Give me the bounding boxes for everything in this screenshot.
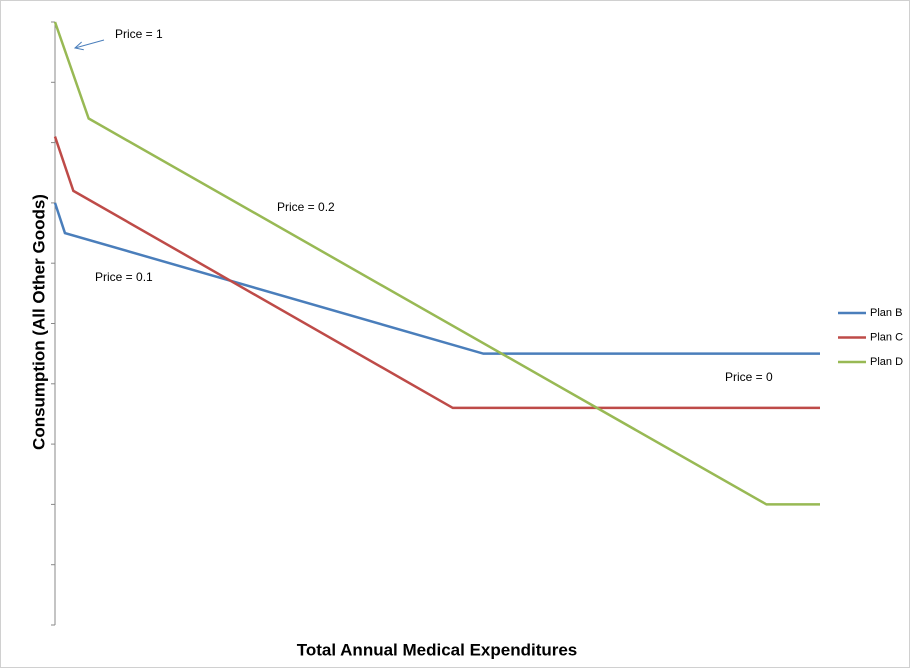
annotation: Price = 0.1	[95, 270, 153, 284]
legend-text: Plan D	[870, 356, 903, 368]
x-axis-title: Total Annual Medical Expenditures	[297, 640, 578, 659]
legend-text: Plan C	[870, 331, 903, 343]
series-line	[53, 136, 820, 410]
series-line	[53, 202, 820, 355]
annotation: Price = 0	[725, 370, 773, 384]
annotation: Price = 0.2	[277, 200, 335, 214]
series-line	[53, 21, 820, 506]
annotation: Price = 1	[115, 27, 163, 41]
legend-text: Plan B	[870, 307, 902, 319]
y-axis-title: Consumption (All Other Goods)	[29, 194, 48, 450]
annotation-arrow	[75, 39, 105, 48]
